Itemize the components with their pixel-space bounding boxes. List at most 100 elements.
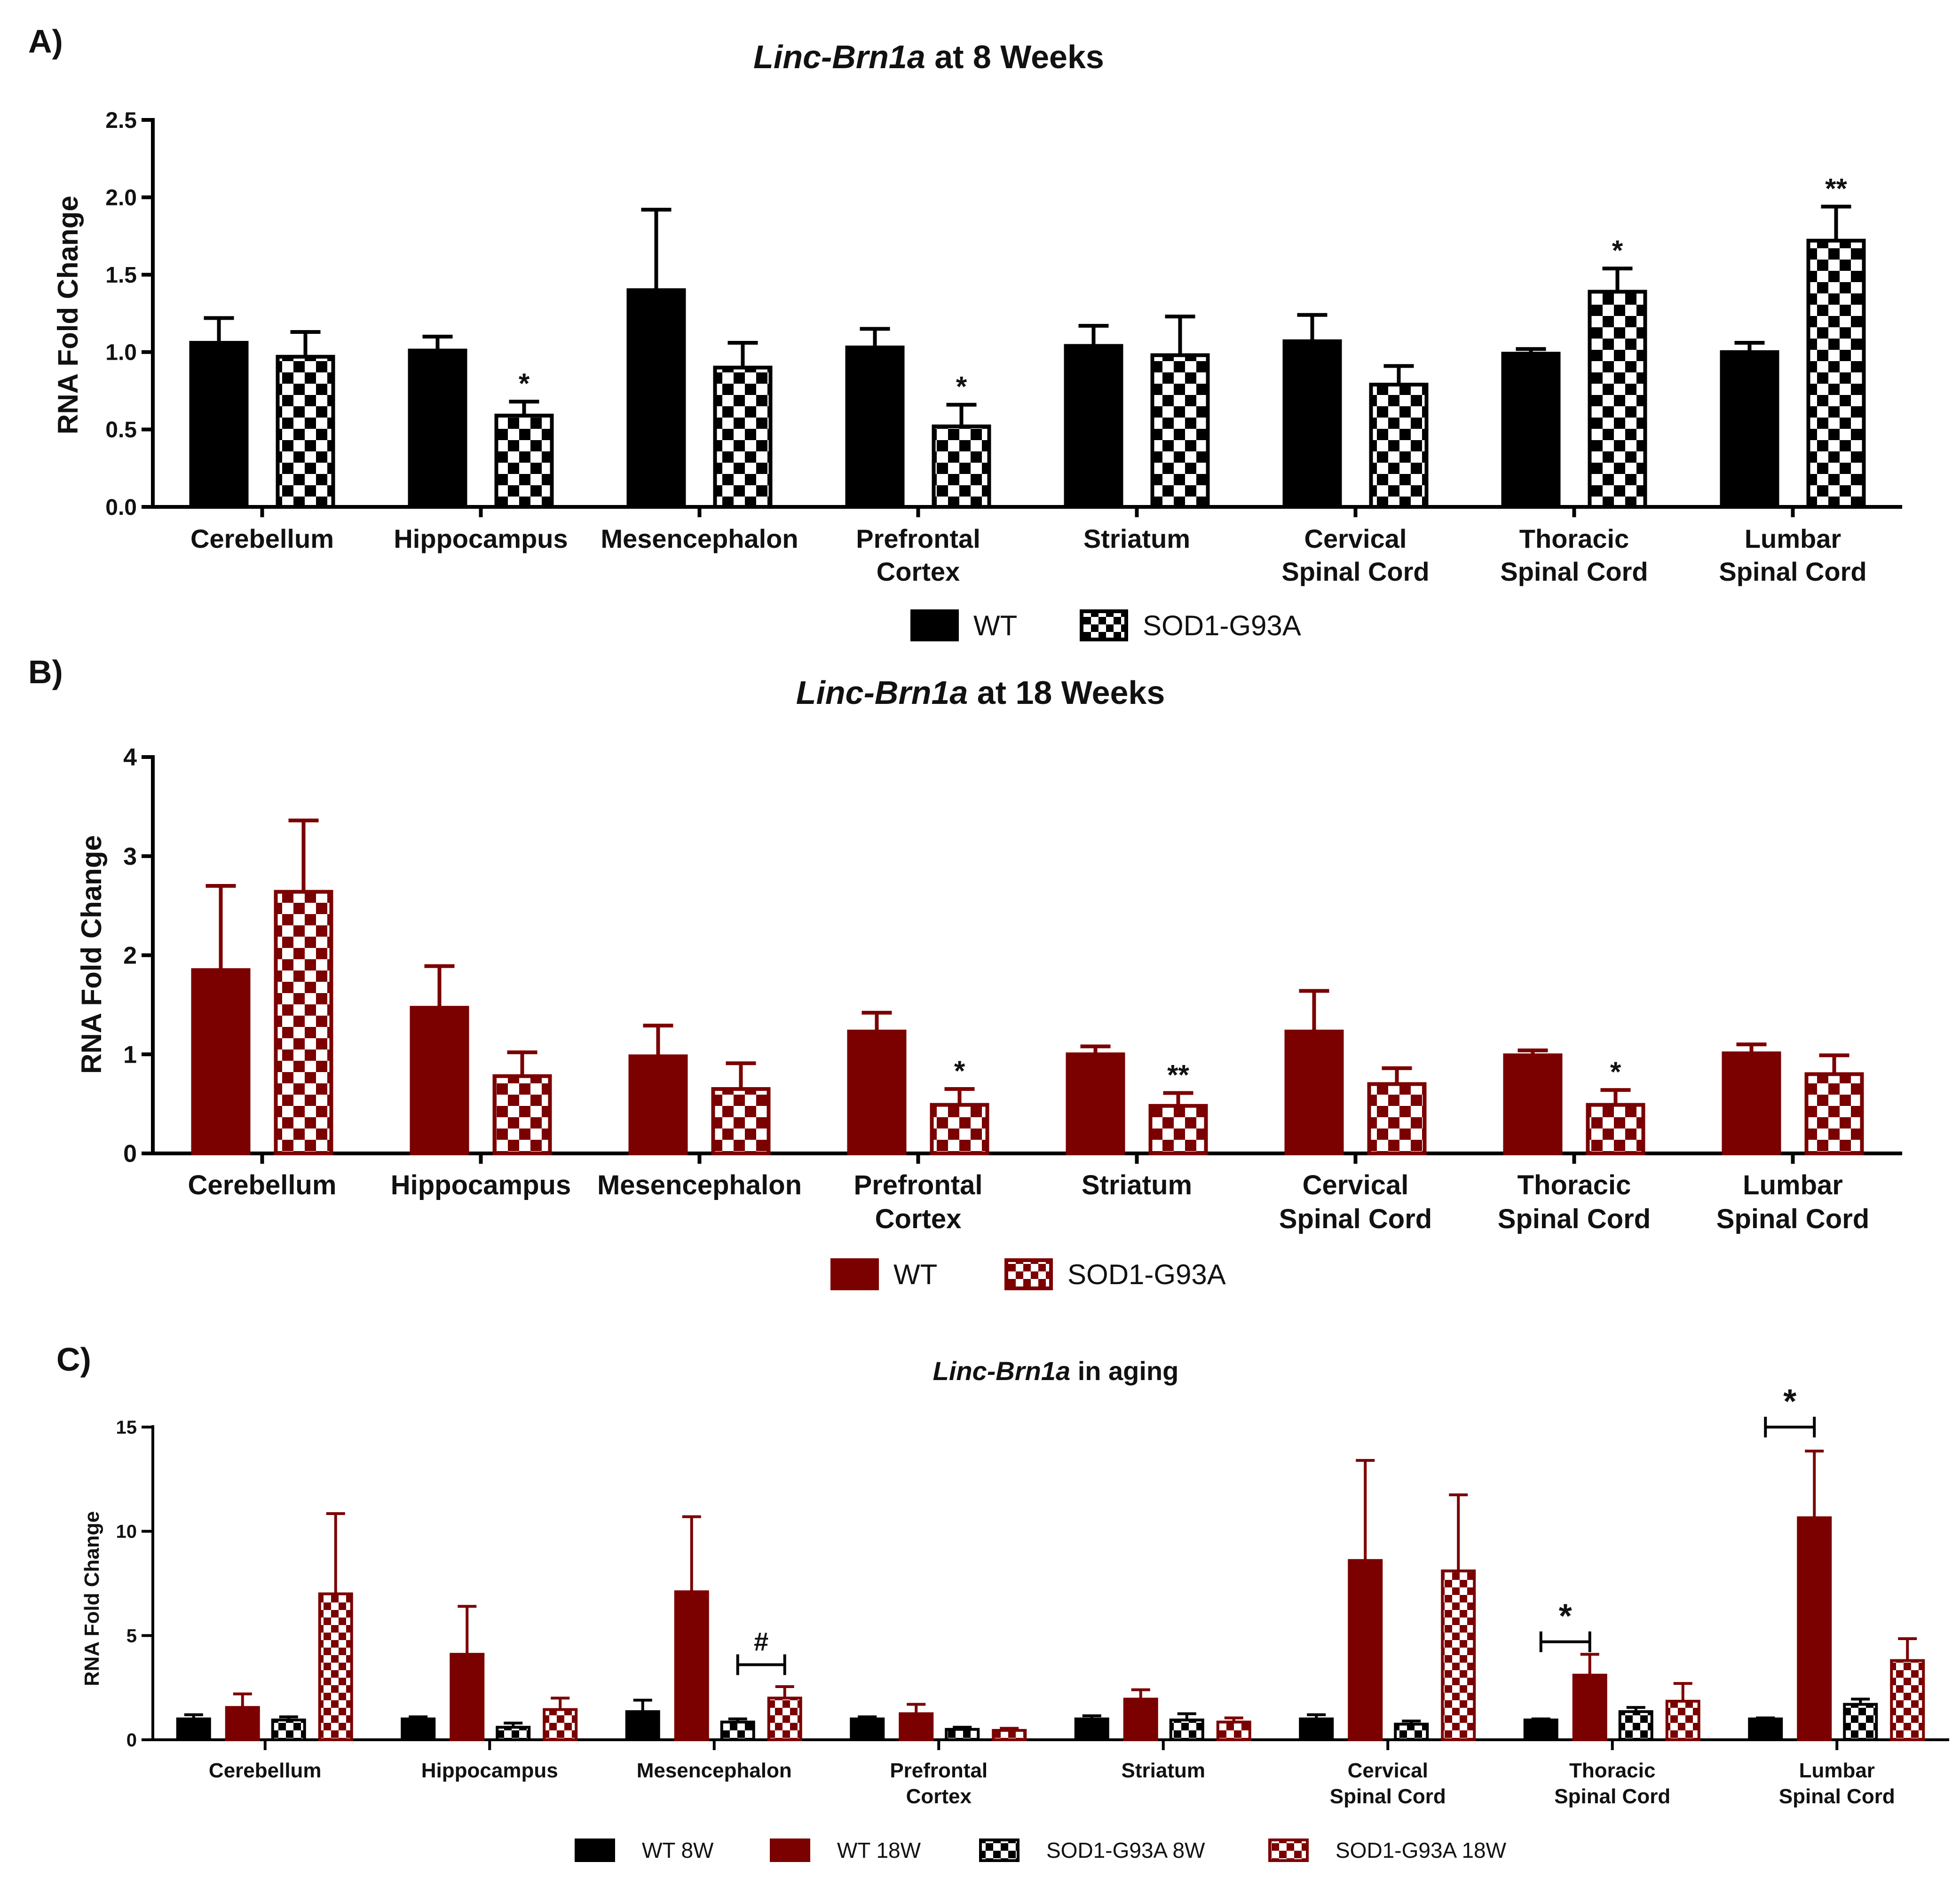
y-tick-label: 0.0 bbox=[105, 495, 137, 520]
x-tick-label-line: Spinal Cord bbox=[1719, 557, 1866, 586]
x-tick-label: Prefrontal Cortex bbox=[890, 1759, 988, 1808]
legend: WT SOD1-G93A bbox=[830, 1258, 1226, 1290]
bar bbox=[1843, 1703, 1878, 1741]
chart-title-rest: in aging bbox=[1070, 1356, 1178, 1386]
x-tick-label-line: Thoracic bbox=[1517, 1170, 1631, 1200]
x-tick-label-line: Cerebellum bbox=[190, 524, 334, 553]
legend: WT SOD1-G93A bbox=[910, 609, 1301, 641]
x-tick-label-line: Mesencephalon bbox=[597, 1170, 802, 1200]
bar bbox=[410, 1006, 469, 1155]
bar bbox=[711, 1087, 771, 1155]
x-tick-label: Mesencephalon bbox=[601, 524, 798, 553]
y-tick-label: 15 bbox=[116, 1417, 137, 1438]
bar bbox=[492, 1074, 552, 1155]
x-tick-label-line: Cervical bbox=[1348, 1759, 1428, 1782]
legend-label: WT 18W bbox=[837, 1838, 921, 1862]
x-tick-label-line: Cervical bbox=[1303, 1170, 1409, 1200]
legend-label: SOD1-G93A bbox=[1143, 610, 1301, 641]
bar bbox=[1722, 1051, 1781, 1156]
panel-label: C) bbox=[56, 1341, 91, 1378]
bracket-label: * bbox=[1783, 1383, 1796, 1420]
panel-a: A) Linc-Brn1a at 8 Weeks RNA Fold Change… bbox=[28, 23, 1902, 641]
x-tick-label: Lumbar Spinal Cord bbox=[1716, 1170, 1869, 1234]
bar bbox=[274, 890, 333, 1155]
bar bbox=[1572, 1673, 1607, 1741]
bar bbox=[625, 1710, 660, 1741]
significance-marker: ** bbox=[1167, 1059, 1189, 1090]
x-tick-label: Thoracic Spinal Cord bbox=[1554, 1759, 1670, 1808]
bar bbox=[1150, 353, 1210, 509]
y-axis-label: RNA Fold Change bbox=[52, 196, 84, 434]
x-tick-label-line: Lumbar bbox=[1743, 1170, 1843, 1200]
legend: WT 8W WT 18W SOD1-G93A 8W SOD1-G93A 18W bbox=[575, 1838, 1507, 1862]
bar bbox=[845, 345, 905, 509]
chart-title: Linc-Brn1a in aging bbox=[933, 1356, 1179, 1386]
x-tick-label-line: Spinal Cord bbox=[1554, 1785, 1670, 1808]
plot-area: 0 5 10 15 Cerebellum Hippocampus Mesencephalon… bbox=[116, 1383, 1949, 1808]
legend-label: SOD1-G93A bbox=[1067, 1259, 1226, 1290]
bar bbox=[1890, 1659, 1925, 1742]
x-tick-label: Cerebellum bbox=[188, 1170, 337, 1200]
bar bbox=[1804, 1072, 1864, 1155]
x-tick-label-line: Thoracic bbox=[1519, 524, 1629, 553]
x-tick-label-line: Cervical bbox=[1304, 524, 1407, 553]
bar bbox=[1284, 1029, 1344, 1156]
significance-marker: ** bbox=[1825, 173, 1847, 204]
bar bbox=[1148, 1104, 1208, 1156]
panel-label: A) bbox=[28, 23, 63, 60]
x-tick-label-line: Cerebellum bbox=[188, 1170, 337, 1200]
panel-label: B) bbox=[28, 654, 63, 690]
x-tick-label-line: Prefrontal bbox=[890, 1759, 988, 1782]
legend-swatch bbox=[830, 1258, 879, 1290]
chart-title: Linc-Brn1a at 8 Weeks bbox=[753, 39, 1104, 75]
x-tick-label: Lumbar Spinal Cord bbox=[1719, 524, 1866, 586]
bar bbox=[1720, 350, 1779, 509]
bar bbox=[1441, 1569, 1476, 1741]
bar bbox=[1618, 1710, 1653, 1741]
panel-c: C) Linc-Brn1a in aging RNA Fold Change 0… bbox=[56, 1341, 1949, 1862]
bar bbox=[626, 288, 686, 509]
legend-swatch bbox=[910, 609, 959, 641]
x-tick-label-line: Cortex bbox=[877, 557, 960, 586]
bar bbox=[713, 365, 773, 509]
bar bbox=[932, 424, 991, 509]
x-tick-label-line: Spinal Cord bbox=[1779, 1785, 1895, 1808]
bar bbox=[1586, 1103, 1645, 1155]
bar bbox=[945, 1728, 980, 1741]
x-tick-label-line: Striatum bbox=[1083, 524, 1190, 553]
bar bbox=[1169, 1718, 1204, 1741]
bar bbox=[1394, 1722, 1429, 1741]
x-tick-label: Striatum bbox=[1083, 524, 1190, 553]
chart-title-italic: Linc-Brn1a bbox=[933, 1356, 1071, 1386]
bar bbox=[271, 1718, 306, 1741]
x-tick-label-line: Striatum bbox=[1122, 1759, 1205, 1782]
bar bbox=[496, 1726, 531, 1741]
bar bbox=[992, 1729, 1027, 1742]
x-tick-label: Hippocampus bbox=[394, 524, 568, 553]
bar bbox=[1216, 1720, 1251, 1741]
y-tick-label: 0.5 bbox=[105, 418, 137, 442]
x-tick-label-line: Thoracic bbox=[1569, 1759, 1655, 1782]
bar bbox=[1299, 1717, 1334, 1742]
y-tick-label: 3 bbox=[123, 843, 137, 870]
bar bbox=[276, 355, 335, 509]
x-tick-label-line: Spinal Cord bbox=[1330, 1785, 1446, 1808]
x-tick-label-line: Spinal Cord bbox=[1716, 1204, 1869, 1234]
bar bbox=[930, 1103, 989, 1155]
x-tick-label: Cervical Spinal Cord bbox=[1281, 524, 1429, 586]
significance-marker: * bbox=[954, 1055, 965, 1087]
bar bbox=[1348, 1559, 1383, 1742]
x-tick-label-line: Hippocampus bbox=[391, 1170, 571, 1200]
x-tick-label-line: Striatum bbox=[1082, 1170, 1192, 1200]
bar bbox=[850, 1717, 885, 1742]
legend-label: WT bbox=[893, 1259, 937, 1290]
bar bbox=[1369, 382, 1429, 509]
y-tick-label: 2.0 bbox=[105, 185, 137, 210]
bar bbox=[1066, 1052, 1125, 1155]
x-tick-label-line: Prefrontal bbox=[856, 524, 980, 553]
x-tick-label: Thoracic Spinal Cord bbox=[1498, 1170, 1651, 1234]
y-axis-label: RNA Fold Change bbox=[76, 835, 107, 1074]
x-tick-label-line: Mesencephalon bbox=[601, 524, 798, 553]
bar bbox=[189, 341, 249, 509]
